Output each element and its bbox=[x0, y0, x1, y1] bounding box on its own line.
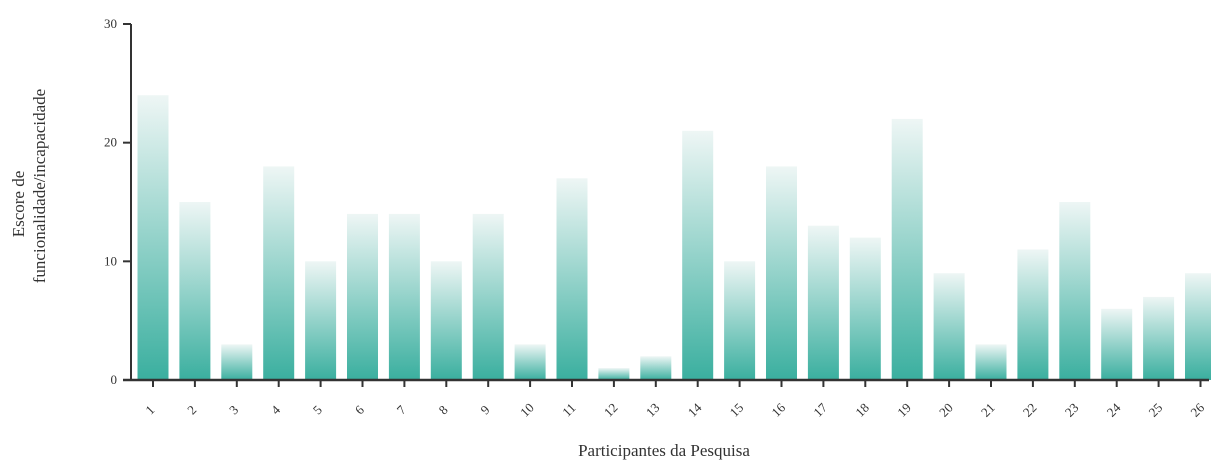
bar-24 bbox=[1101, 308, 1133, 380]
x-tick-label: 8 bbox=[436, 402, 451, 417]
x-tick-label: 7 bbox=[394, 402, 410, 418]
bar-12 bbox=[598, 368, 630, 380]
x-tick-label: 3 bbox=[226, 402, 241, 417]
bar-6 bbox=[347, 213, 378, 380]
bar-18 bbox=[849, 237, 881, 380]
x-axis-title: Participantes da Pesquisa bbox=[578, 441, 750, 460]
axes-group bbox=[123, 24, 1209, 382]
bar-21 bbox=[975, 344, 1007, 380]
y-axis-title-line-2: funcionalidade/incapacidade bbox=[30, 89, 49, 283]
y-ticks-group: 0 10 20 30 bbox=[104, 16, 131, 387]
x-tick-label: 2 bbox=[184, 402, 199, 417]
x-tick-label: 16 bbox=[768, 400, 788, 420]
x-tick-label: 6 bbox=[352, 402, 368, 418]
bar-7 bbox=[388, 213, 420, 380]
x-tick-label: 22 bbox=[1020, 400, 1040, 420]
bars-group bbox=[137, 95, 1211, 381]
bar-1 bbox=[137, 95, 169, 380]
bar-19 bbox=[891, 118, 923, 381]
x-ticks-group: 1 2 3 4 5 6 7 8 9 10 11 12 13 14 15 16 17 18 19 20 21 22 23 24 2… bbox=[142, 380, 1208, 420]
x-tick-label: 1 bbox=[142, 402, 157, 417]
bar-13 bbox=[640, 356, 672, 380]
x-tick-label: 25 bbox=[1146, 400, 1166, 420]
bar-5 bbox=[305, 261, 337, 380]
bar-22 bbox=[1017, 249, 1049, 380]
bar-23 bbox=[1059, 202, 1091, 380]
x-tick-label: 17 bbox=[810, 400, 830, 420]
bar-10 bbox=[514, 344, 546, 380]
bar-9 bbox=[472, 213, 504, 380]
bar-16 bbox=[766, 166, 797, 380]
bar-11 bbox=[556, 178, 588, 380]
bar-14 bbox=[682, 130, 714, 380]
x-tick-label: 5 bbox=[310, 402, 325, 417]
x-tick-label: 4 bbox=[268, 402, 284, 418]
bar-25 bbox=[1143, 296, 1175, 380]
x-tick-label: 20 bbox=[936, 400, 956, 420]
x-tick-label: 9 bbox=[477, 402, 492, 417]
x-tick-label: 13 bbox=[643, 400, 663, 420]
bar-4 bbox=[263, 166, 295, 380]
x-tick-label: 12 bbox=[601, 400, 621, 420]
x-tick-label: 24 bbox=[1104, 400, 1124, 420]
bar-17 bbox=[807, 225, 839, 380]
x-tick-label: 21 bbox=[978, 400, 998, 420]
y-tick-label: 30 bbox=[104, 16, 117, 31]
x-tick-label: 11 bbox=[559, 400, 578, 419]
bar-8 bbox=[430, 261, 462, 380]
x-tick-label: 19 bbox=[894, 400, 914, 420]
y-tick-label: 0 bbox=[111, 372, 118, 387]
x-tick-label: 23 bbox=[1062, 400, 1082, 420]
bar-20 bbox=[933, 273, 965, 380]
x-tick-label: 15 bbox=[727, 400, 747, 420]
x-tick-label: 26 bbox=[1187, 400, 1207, 420]
x-tick-label: 18 bbox=[852, 400, 872, 420]
y-tick-label: 10 bbox=[104, 253, 117, 268]
bar-2 bbox=[179, 202, 211, 380]
bar-3 bbox=[221, 344, 253, 380]
bar-15 bbox=[724, 261, 756, 380]
x-tick-label: 14 bbox=[685, 400, 705, 420]
bar-26 bbox=[1185, 273, 1211, 380]
y-tick-label: 20 bbox=[104, 135, 117, 150]
y-axis-title-line-1: Escore de bbox=[9, 171, 28, 238]
x-tick-label: 10 bbox=[517, 400, 537, 420]
